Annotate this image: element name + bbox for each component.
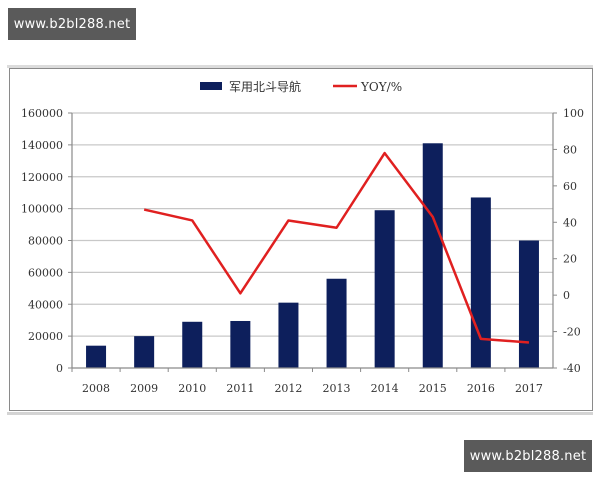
x-tick-label: 2012 <box>274 382 302 395</box>
left-tick-label: 40000 <box>28 298 63 311</box>
bar-2016 <box>470 197 491 368</box>
yoy-line <box>143 151 530 344</box>
x-tick-label: 2014 <box>371 382 399 395</box>
x-tick-label: 2015 <box>419 382 447 395</box>
chart-top-border <box>7 65 593 68</box>
left-tick-label: 60000 <box>28 266 63 279</box>
legend-bar-swatch <box>200 82 222 90</box>
right-tick-label: -20 <box>563 326 581 339</box>
x-tick-label: 2013 <box>323 382 351 395</box>
chart-bottom-border <box>7 412 593 415</box>
bar-2010 <box>182 321 203 368</box>
legend-bar-label: 军用北斗导航 <box>229 79 301 94</box>
left-tick-label: 100000 <box>21 203 63 216</box>
bar-2008 <box>86 345 107 368</box>
yoy-line-series <box>143 151 530 344</box>
x-tick-label: 2010 <box>178 382 206 395</box>
chart-frame <box>9 68 593 411</box>
bar-2014 <box>374 210 395 368</box>
x-tick-label: 2017 <box>515 382 543 395</box>
bar-2009 <box>134 336 155 368</box>
right-tick-label: 100 <box>563 107 584 120</box>
left-tick-label: 160000 <box>21 107 63 120</box>
right-tick-label: -40 <box>563 362 581 375</box>
left-tick-label: 20000 <box>28 330 63 343</box>
right-tick-label: 60 <box>563 180 577 193</box>
legend: 军用北斗导航 YOY/% <box>200 79 402 94</box>
watermark-top: www.b2bl288.net <box>8 8 136 40</box>
axes: 0 20000 40000 60000 80000 100000 120000 140000 1… <box>21 107 584 395</box>
bar-2011 <box>230 320 251 368</box>
left-tick-label: 120000 <box>21 171 63 184</box>
bar-2012 <box>278 302 299 368</box>
x-tick-label: 2016 <box>467 382 495 395</box>
left-tick-label: 80000 <box>28 235 63 248</box>
bar-2015 <box>422 143 443 368</box>
right-tick-label: 40 <box>563 216 577 229</box>
x-tick-label: 2008 <box>82 382 110 395</box>
bar-2017 <box>518 240 539 368</box>
left-tick-label: 140000 <box>21 139 63 152</box>
left-tick-label: 0 <box>56 362 63 375</box>
right-tick-label: 0 <box>563 289 570 302</box>
right-tick-label: 20 <box>563 253 577 266</box>
x-tick-label: 2009 <box>130 382 158 395</box>
legend-line-label: YOY/% <box>360 80 402 94</box>
bar-2013 <box>326 278 347 368</box>
watermark-bottom: www.b2bl288.net <box>464 440 592 472</box>
right-tick-label: 80 <box>563 143 577 156</box>
x-tick-label: 2011 <box>226 382 254 395</box>
